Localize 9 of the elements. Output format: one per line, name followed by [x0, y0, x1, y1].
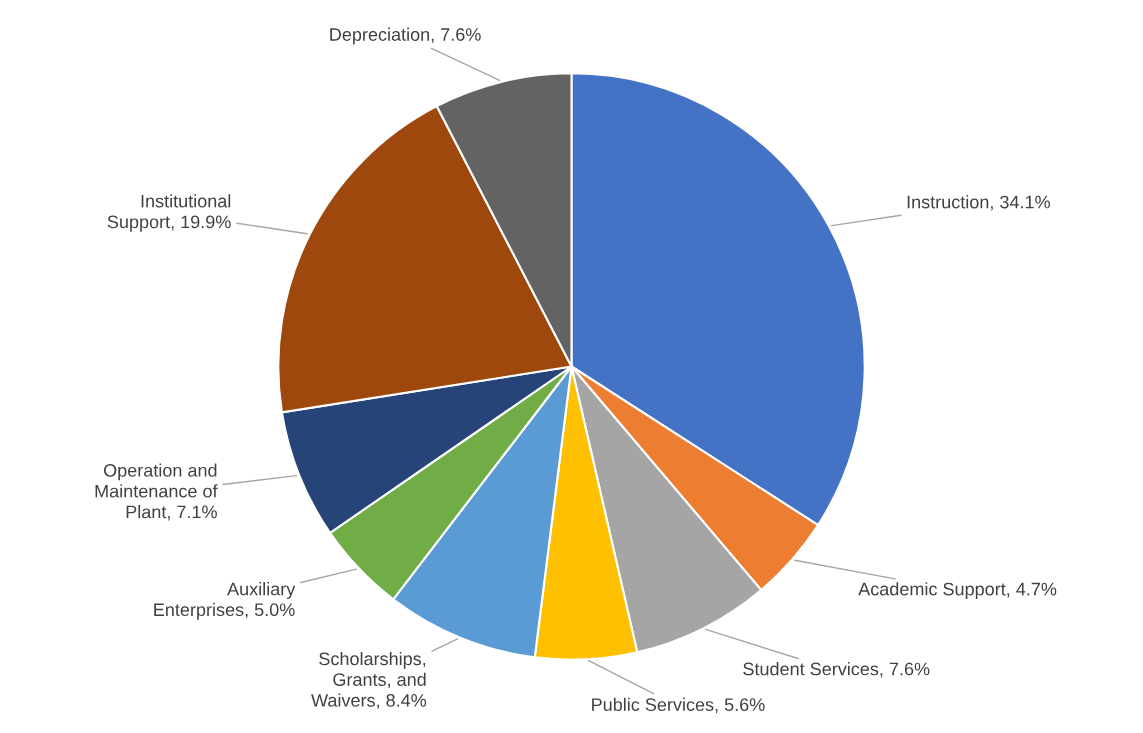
slice-label: Scholarships, Grants, and Waivers, 8.4% — [311, 651, 427, 709]
slice-label: Instruction, 34.1% — [907, 195, 1050, 211]
slice-label: Auxiliary Enterprises, 5.0% — [154, 582, 296, 620]
slice-label: Public Services, 5.6% — [592, 697, 765, 714]
slice-label: Institutional Support, 19.9% — [107, 194, 231, 232]
slice-label: Depreciation, 7.6% — [330, 27, 481, 45]
slice-label: Student Services, 7.6% — [743, 662, 930, 678]
slice-label: Academic Support, 4.7% — [858, 582, 1057, 600]
slice-label: Operation and Maintenance of Plant, 7.1% — [95, 463, 218, 521]
